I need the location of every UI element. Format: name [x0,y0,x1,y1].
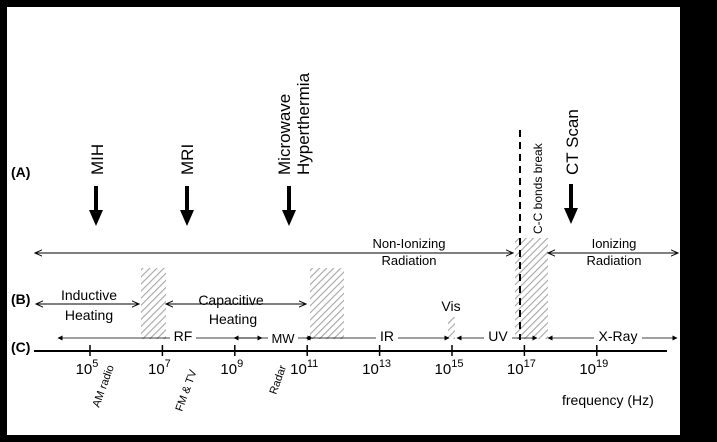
rf-band-label: RF [174,328,193,344]
mw-hyperthermia-arrow [282,186,296,226]
ionizing-label-1: Ionizing [592,236,637,251]
inductive-heating-label-1: Inductive [61,287,117,303]
capacitive-heating-label-1: Capacitive [198,292,264,308]
ct-scan-arrow [564,184,578,224]
mw-hyperthermia-label-2: Hyperthermia [294,72,313,175]
capacitive-heating-label-2: Heating [209,311,257,327]
frequency-tick-label: 1011 [290,358,318,378]
hatch-region-2 [310,268,344,339]
frequency-tick-label: 107 [148,358,171,378]
frequency-tick-label: 1013 [362,358,391,378]
mih-label: MIH [88,144,107,175]
frequency-axis-label: frequency (Hz) [562,392,654,408]
cc-bonds-label: C-C bonds break [531,142,545,234]
ir-band-label: IR [380,328,394,344]
hatch-region-1 [141,268,166,339]
frequency-tick-label: 109 [220,358,243,378]
mih-arrow [89,186,103,226]
non-ionizing-label-1: Non-Ionizing [373,236,446,251]
ct-scan-label: CT Scan [563,109,582,175]
vis-band-label: Vis [441,298,460,314]
visible-band-hatch [448,317,455,339]
mri-label: MRI [178,144,197,175]
row-label-b: (B) [11,291,30,307]
frequency-tick-label: 1015 [435,358,464,378]
ionizing-label-2: Radiation [587,253,642,268]
inductive-heating-label-2: Heating [65,307,113,323]
frequency-tick-label: 1017 [507,358,536,378]
uv-band-label: UV [488,328,508,344]
frequency-tick-label: 105 [76,358,99,378]
non-ionizing-label-2: Radiation [382,253,437,268]
row-label-a: (A) [11,164,30,180]
white-panel [7,7,680,435]
mw-band-label: MW [271,331,295,346]
row-label-c: (C) [11,339,30,355]
xray-band-label: X-Ray [599,328,638,344]
frequency-ticks: 105 107 109 1011 1013 1015 1017 1019 [76,345,608,378]
mri-arrow [180,186,194,226]
frequency-tick-label: 1019 [579,358,608,378]
mw-hyperthermia-label-1: Microwave [275,94,294,175]
